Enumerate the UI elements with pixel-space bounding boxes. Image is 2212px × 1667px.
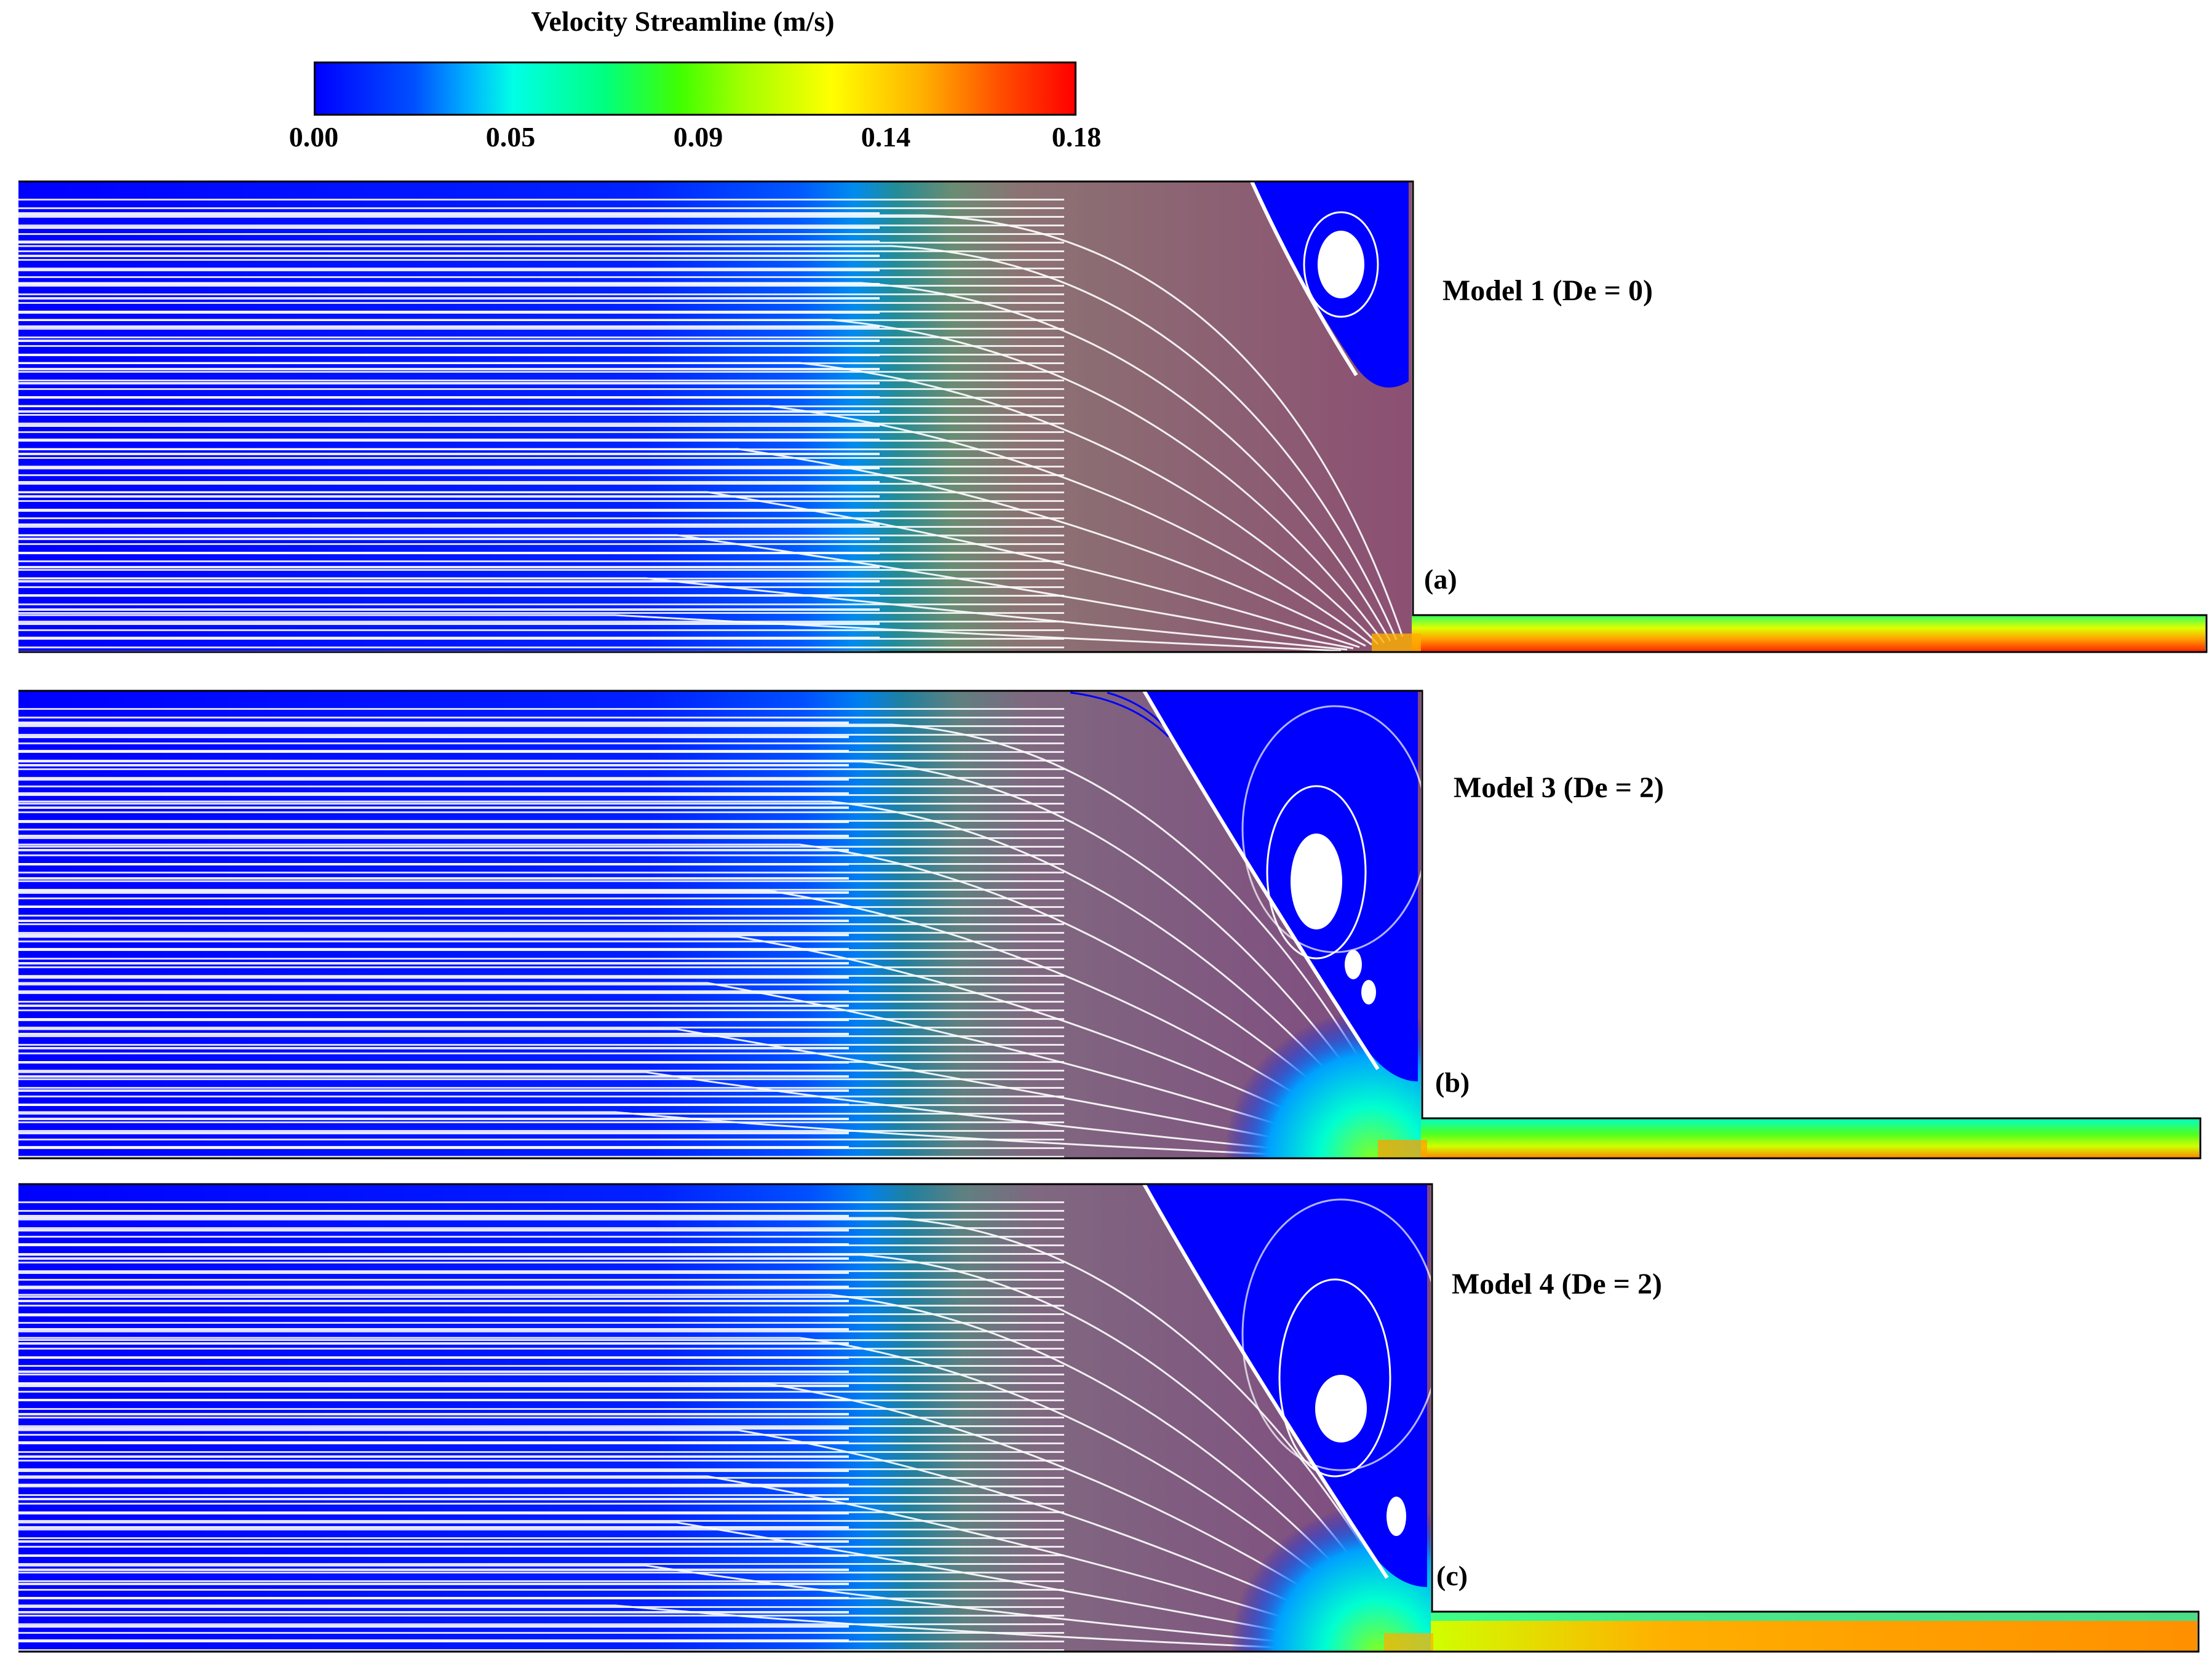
panel-label: Model 1 (De = 0) — [1442, 274, 1653, 307]
colorbar-tick: 0.00 — [288, 121, 339, 153]
panel-letter: (c) — [1436, 1560, 1468, 1591]
panel-letter: (b) — [1435, 1067, 1470, 1098]
panel-letter: (a) — [1424, 563, 1457, 595]
panel-label: Model 4 (De = 2) — [1452, 1268, 1662, 1300]
streamline-plot — [18, 180, 2208, 653]
colorbar — [314, 62, 1076, 116]
streamline-panel-a: Model 1 (De = 0) (a) — [0, 178, 2212, 664]
colorbar-tick: 0.09 — [673, 121, 723, 153]
colorbar-title: Velocity Streamline (m/s) — [531, 6, 835, 37]
streamline-plot — [18, 1183, 2200, 1653]
colorbar-tick: 0.18 — [1051, 121, 1102, 153]
streamline-panel-b: Model 3 (De = 2) (b) — [0, 688, 2212, 1168]
streamline-plot — [18, 690, 2202, 1160]
streamline-panel-c: Model 4 (De = 2) (c) — [0, 1181, 2212, 1661]
colorbar-tick: 0.05 — [485, 121, 536, 153]
panel-label: Model 3 (De = 2) — [1454, 771, 1664, 804]
colorbar-tick: 0.14 — [861, 121, 911, 153]
